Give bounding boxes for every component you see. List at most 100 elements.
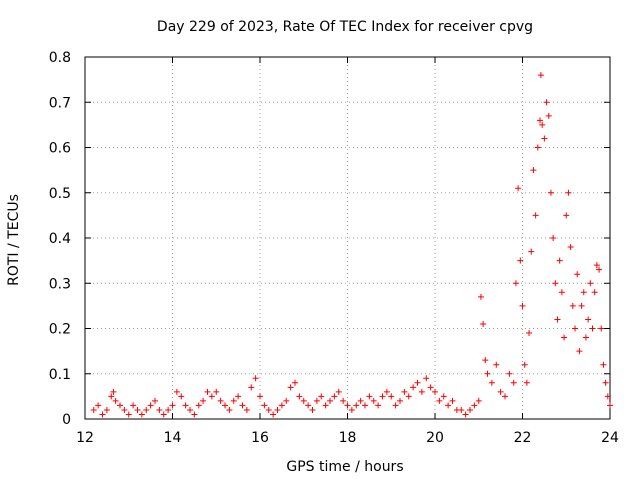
data-point xyxy=(362,402,368,409)
y-tick-label: 0.4 xyxy=(49,231,71,247)
y-axis-label: ROTI / TECUs xyxy=(6,194,22,286)
data-point xyxy=(160,411,167,418)
data-point xyxy=(449,397,456,404)
data-point xyxy=(593,262,600,269)
data-point xyxy=(440,393,447,400)
data-point xyxy=(110,388,117,395)
data-point xyxy=(388,393,395,400)
chart-title: Day 229 of 2023, Rate Of TEC Index for r… xyxy=(157,19,533,35)
data-point xyxy=(313,397,320,404)
data-point xyxy=(383,388,390,395)
data-point xyxy=(165,406,172,413)
data-point xyxy=(397,397,403,404)
data-point xyxy=(370,397,377,404)
data-point xyxy=(585,316,592,323)
data-point xyxy=(99,411,106,418)
data-point xyxy=(235,393,242,400)
data-point xyxy=(604,393,611,400)
y-tick-label: 0 xyxy=(62,412,71,428)
data-point xyxy=(602,379,609,386)
data-point xyxy=(517,257,524,264)
data-point xyxy=(541,135,548,142)
data-point xyxy=(587,280,594,287)
data-point xyxy=(537,117,543,124)
data-point xyxy=(475,397,482,404)
data-point xyxy=(305,402,312,409)
y-tick-label: 0.5 xyxy=(49,186,71,202)
data-point xyxy=(526,330,533,337)
data-point xyxy=(112,397,119,404)
data-point xyxy=(103,406,110,413)
data-point xyxy=(296,393,303,400)
data-point xyxy=(591,289,598,296)
data-point xyxy=(292,379,298,386)
data-point xyxy=(375,402,382,409)
data-point xyxy=(558,289,565,296)
data-point xyxy=(543,99,550,106)
data-point xyxy=(482,357,489,364)
data-point xyxy=(357,397,364,404)
data-point xyxy=(427,384,434,391)
data-point xyxy=(445,402,452,409)
data-point xyxy=(309,406,316,413)
data-point xyxy=(138,411,145,418)
data-point xyxy=(477,293,484,300)
x-tick-label: 14 xyxy=(164,430,182,446)
data-point xyxy=(173,388,180,395)
data-point xyxy=(222,402,228,409)
data-point xyxy=(265,406,272,413)
data-point xyxy=(230,397,237,404)
data-point xyxy=(401,388,408,395)
data-point xyxy=(528,248,535,255)
data-point xyxy=(598,325,605,332)
y-tick-label: 0.1 xyxy=(49,367,71,383)
data-point xyxy=(510,379,517,386)
data-point xyxy=(331,393,338,400)
data-point xyxy=(550,235,557,241)
data-point xyxy=(226,406,233,413)
data-point xyxy=(436,397,443,404)
data-point xyxy=(539,121,546,128)
data-point xyxy=(556,257,563,264)
data-point xyxy=(322,402,329,409)
data-point xyxy=(554,316,561,323)
data-point xyxy=(567,244,574,251)
data-point xyxy=(353,402,360,409)
data-point xyxy=(243,406,250,413)
data-point xyxy=(596,266,603,273)
data-point xyxy=(147,402,154,409)
y-tick-label: 0.7 xyxy=(49,95,71,111)
data-point xyxy=(204,388,211,395)
data-point xyxy=(582,334,589,341)
data-point xyxy=(121,406,128,413)
data-point xyxy=(340,397,347,404)
data-point xyxy=(270,411,277,418)
data-point xyxy=(300,397,307,404)
data-point xyxy=(484,370,491,377)
data-point xyxy=(467,406,473,413)
data-point xyxy=(239,402,246,409)
data-point xyxy=(287,384,294,391)
data-point xyxy=(574,271,581,278)
data-point xyxy=(152,397,158,404)
data-point xyxy=(379,393,386,400)
data-point xyxy=(143,406,150,413)
y-tick-label: 0.3 xyxy=(49,276,71,292)
data-point xyxy=(169,402,176,409)
data-point xyxy=(512,280,519,287)
data-point xyxy=(344,402,351,409)
data-point xyxy=(182,402,189,409)
data-point xyxy=(589,325,596,332)
data-points xyxy=(90,72,613,418)
data-point xyxy=(432,388,438,395)
x-tick-label: 12 xyxy=(76,430,94,446)
data-point xyxy=(405,393,412,400)
data-point xyxy=(530,167,537,174)
data-point xyxy=(462,411,469,418)
x-tick-label: 20 xyxy=(426,430,444,446)
data-point xyxy=(488,379,495,386)
data-point xyxy=(318,393,325,400)
data-point xyxy=(348,406,355,413)
data-point xyxy=(327,397,333,404)
